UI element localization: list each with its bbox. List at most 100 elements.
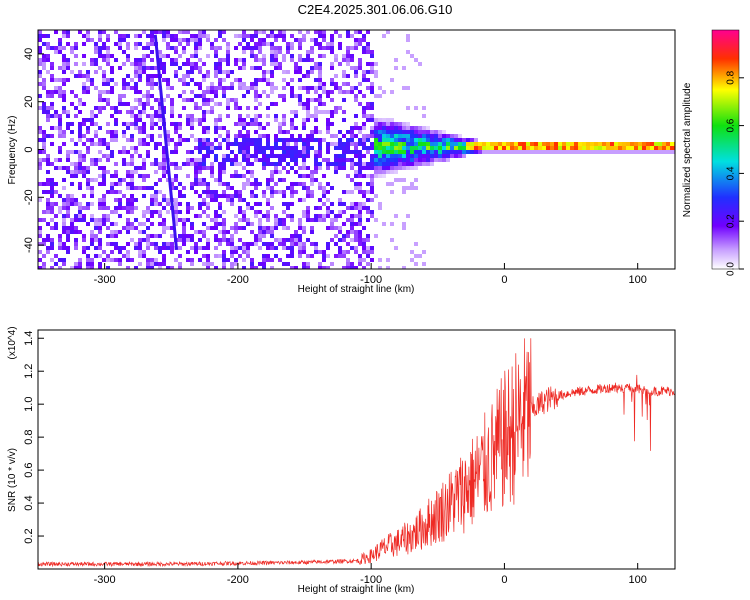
heatmap-cell (254, 94, 258, 98)
heatmap-cell (298, 46, 302, 50)
heatmap-cell (298, 222, 302, 226)
heatmap-cell (42, 150, 46, 154)
heatmap-cell (406, 38, 410, 42)
heatmap-cell (194, 250, 198, 254)
heatmap-cell (318, 250, 322, 254)
heatmap-cell (250, 142, 254, 146)
heatmap-cell (378, 122, 382, 126)
heatmap-cell (546, 142, 550, 146)
heatmap-cell (322, 86, 326, 90)
heatmap-cell (326, 150, 330, 154)
heatmap-cell (246, 202, 250, 206)
heatmap-cell (346, 34, 350, 38)
heatmap-cell (626, 142, 630, 146)
heatmap-cell (610, 146, 614, 150)
heatmap-cell (310, 86, 314, 90)
heatmap-cell (262, 58, 266, 62)
heatmap-cell (338, 106, 342, 110)
heatmap-cell (378, 134, 382, 138)
heatmap-cell (86, 258, 90, 262)
heatmap-cell (46, 178, 50, 182)
heatmap-cell (58, 66, 62, 70)
heatmap-cell (46, 246, 50, 250)
heatmap-cell (166, 82, 170, 86)
heatmap-cell (74, 202, 78, 206)
heatmap-cell (286, 46, 290, 50)
heatmap-cell (162, 258, 166, 262)
heatmap-cell (50, 46, 54, 50)
heatmap-cell (158, 114, 162, 118)
heatmap-cell (302, 142, 306, 146)
heatmap-cell (182, 162, 186, 166)
heatmap-cell (226, 42, 230, 46)
heatmap-cell (330, 90, 334, 94)
heatmap-cell (58, 50, 62, 54)
heatmap-cell (94, 158, 98, 162)
heatmap-cell (270, 34, 274, 38)
heatmap-cell (146, 206, 150, 210)
heatmap-cell (382, 150, 386, 154)
heatmap-cell (642, 146, 646, 150)
heatmap-cell (346, 54, 350, 58)
heatmap-cell (274, 170, 278, 174)
heatmap-cell (174, 50, 178, 54)
heatmap-cell (122, 178, 126, 182)
heatmap-cell (74, 226, 78, 230)
heatmap-cell (250, 82, 254, 86)
heatmap-cell (590, 146, 594, 150)
heatmap-cell (118, 214, 122, 218)
heatmap-cell (50, 246, 54, 250)
heatmap-cell (94, 142, 98, 146)
heatmap-cell (142, 70, 146, 74)
heatmap-cell (194, 214, 198, 218)
heatmap-cell (86, 118, 90, 122)
heatmap-cell (298, 198, 302, 202)
heatmap-cell (126, 46, 130, 50)
heatmap-cell (198, 138, 202, 142)
heatmap-cell (74, 230, 78, 234)
heatmap-cell (146, 258, 150, 262)
heatmap-cell (378, 154, 382, 158)
heatmap-cell (38, 50, 42, 54)
heatmap-cell (262, 150, 266, 154)
heatmap-cell (370, 166, 374, 170)
heatmap-cell (266, 178, 270, 182)
heatmap-cell (82, 158, 86, 162)
heatmap-cell (142, 174, 146, 178)
heatmap-cell (198, 30, 202, 34)
heatmap-cell (202, 74, 206, 78)
heatmap-cell (158, 210, 162, 214)
heatmap-cell (410, 158, 414, 162)
heatmap-cell (430, 130, 434, 134)
heatmap-cell (214, 198, 218, 202)
heatmap-cell (358, 58, 362, 62)
heatmap-cell (422, 250, 426, 254)
heatmap-cell (162, 154, 166, 158)
heatmap-cell (402, 154, 406, 158)
heatmap-cell (262, 242, 266, 246)
heatmap-cell (214, 46, 218, 50)
heatmap-cell (366, 218, 370, 222)
heatmap-cell (154, 114, 158, 118)
heatmap-cell (422, 146, 426, 150)
heatmap-cell (182, 74, 186, 78)
heatmap-cell (150, 78, 154, 82)
heatmap-cell (362, 34, 366, 38)
heatmap-cell (386, 170, 390, 174)
heatmap-cell (202, 246, 206, 250)
heatmap-cell (562, 142, 566, 146)
heatmap-cell (314, 166, 318, 170)
heatmap-cell (354, 38, 358, 42)
heatmap-cell (370, 258, 374, 262)
heatmap-cell (234, 258, 238, 262)
heatmap-cell (338, 34, 342, 38)
heatmap-cell (362, 94, 366, 98)
heatmap-cell (178, 254, 182, 258)
heatmap-cell (402, 190, 406, 194)
heatmap-cell (158, 202, 162, 206)
heatmap-cell (302, 162, 306, 166)
heatmap-cell (170, 38, 174, 42)
heatmap-cell (550, 146, 554, 150)
heatmap-cell (194, 166, 198, 170)
heatmap-cell (294, 170, 298, 174)
